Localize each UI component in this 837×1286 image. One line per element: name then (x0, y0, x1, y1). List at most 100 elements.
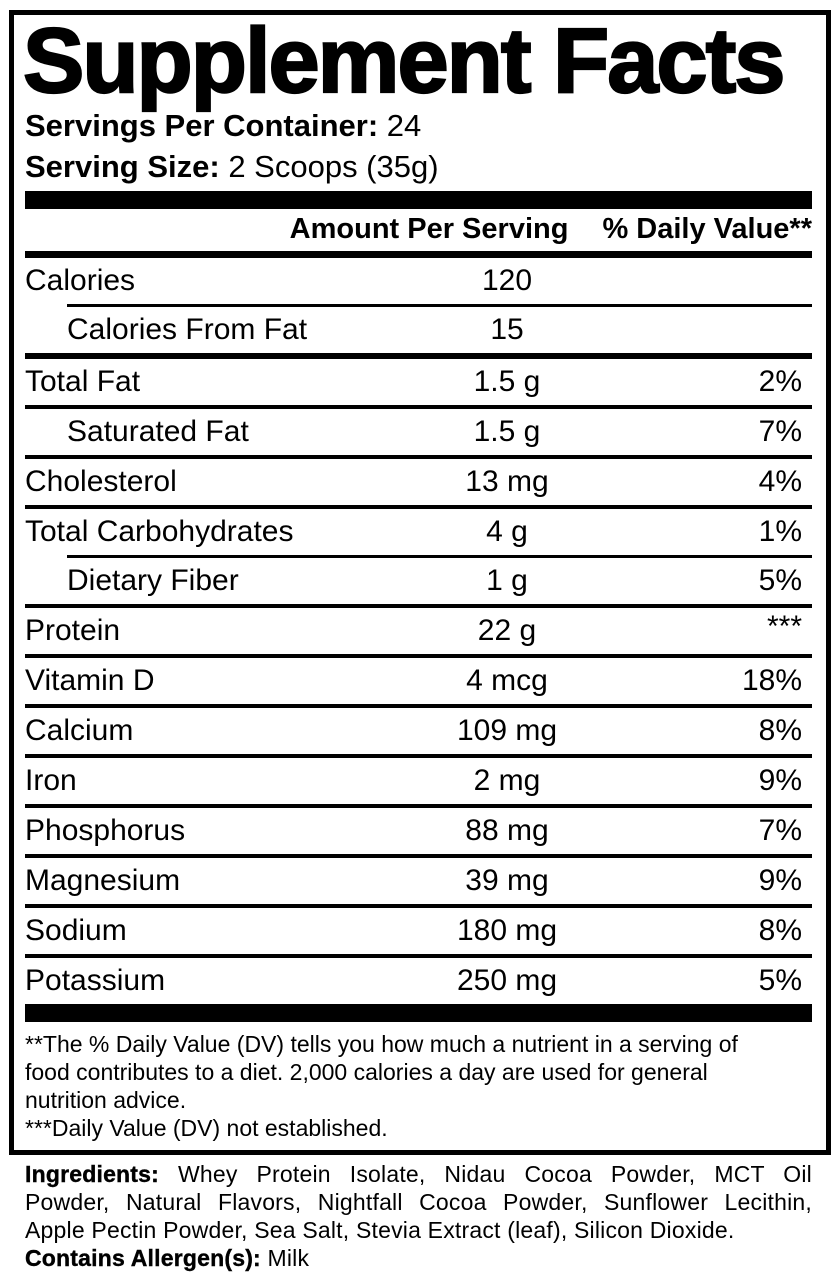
nutrient-amount: 15 (490, 312, 524, 346)
nutrient-name: Calories From Fat (67, 312, 308, 346)
servings-per-container-value: 24 (386, 107, 422, 143)
table-row-vitamin-d: Vitamin D 4 mcg 18% (25, 658, 812, 704)
nutrient-name: Total Carbohydrates (25, 514, 294, 548)
table-row-cholesterol: Cholesterol 13 mg 4% (25, 459, 812, 505)
table-row-saturated-fat: Saturated Fat 1.5 g 7% (25, 409, 812, 455)
nutrient-amount: 88 mg (465, 813, 549, 847)
nutrient-dv: 18% (741, 663, 802, 697)
nutrient-name: Calcium (25, 713, 134, 747)
nutrient-dv: 9% (758, 863, 802, 897)
nutrient-dv: 8% (758, 913, 802, 947)
table-row-total-fat: Total Fat 1.5 g 2% (25, 359, 812, 405)
supplement-facts-panel: Supplement Facts Servings Per Container:… (9, 10, 831, 1155)
nutrient-amount: 22 g (477, 613, 537, 647)
nutrient-name: Vitamin D (25, 663, 155, 697)
nutrient-name: Iron (25, 763, 77, 797)
nutrient-dv: 4% (758, 464, 802, 498)
table-row-calories-from-fat: Calories From Fat 15 (25, 307, 812, 353)
ingredients-line: Powder, Natural Flavors, Nightfall Cocoa… (25, 1188, 812, 1215)
separator (25, 603, 812, 608)
separator (25, 853, 812, 858)
ingredients-line: Apple Pectin Powder, Sea Salt, Stevia Ex… (25, 1216, 735, 1243)
table-row-phosphorus: Phosphorus 88 mg 7% (25, 808, 812, 854)
table-row-magnesium: Magnesium 39 mg 9% (25, 858, 812, 904)
nutrient-name: Saturated Fat (67, 414, 249, 448)
nutrient-amount: 1.5 g (473, 414, 541, 448)
separator (25, 903, 812, 908)
nutrient-dv: 7% (758, 414, 802, 448)
footnote-line: nutrition advice. (25, 1086, 187, 1113)
nutrient-amount: 250 mg (456, 963, 558, 997)
separator (67, 303, 812, 307)
table-row-sodium: Sodium 180 mg 8% (25, 908, 812, 954)
divider-bar-bottom (25, 1003, 812, 1022)
panel-title: Supplement Facts (22, 10, 787, 112)
nutrient-amount: 109 mg (456, 713, 558, 747)
nutrient-name: Magnesium (25, 863, 181, 897)
nutrient-dv: 5% (758, 563, 802, 597)
table-row-dietary-fiber: Dietary Fiber 1 g 5% (25, 558, 812, 604)
nutrient-dv: 9% (758, 763, 802, 797)
table-row-potassium: Potassium 250 mg 5% (25, 958, 812, 1004)
nutrient-name: Potassium (25, 963, 166, 997)
separator (25, 250, 812, 258)
footnote-line: ***Daily Value (DV) not established. (25, 1114, 388, 1141)
nutrient-name: Dietary Fiber (67, 563, 239, 597)
divider-bar-top (25, 190, 812, 209)
nutrient-name: Calories (25, 263, 136, 297)
table-row-protein: Protein 22 g *** (25, 608, 812, 654)
nutrient-amount: 13 mg (465, 464, 549, 498)
nutrient-amount: 4 g (486, 514, 528, 548)
separator (25, 953, 812, 958)
ingredients-section: Ingredients: Whey Protein Isolate, Nidau… (25, 1160, 812, 1272)
nutrient-amount: 39 mg (465, 863, 549, 897)
nutrient-amount: 120 (481, 263, 533, 297)
nutrient-name: Protein (25, 613, 121, 647)
nutrient-amount: 1.5 g (473, 364, 541, 398)
nutrient-dv: *** (766, 609, 802, 643)
separator (25, 352, 812, 359)
separator (25, 703, 812, 708)
separator (25, 504, 812, 509)
servings-per-container-label: Servings Per Container: (25, 107, 379, 143)
ingredients-label: Ingredients: (25, 1160, 160, 1187)
nutrient-amount: 2 mg (473, 763, 541, 797)
serving-size-label: Serving Size: (25, 148, 220, 184)
nutrient-dv: 8% (758, 713, 802, 747)
ingredients-line: Ingredients: Whey Protein Isolate, Nidau… (25, 1160, 812, 1188)
table-row-calories: Calories 120 (25, 258, 812, 304)
allergen-statement: Contains Allergen(s): Milk (25, 1244, 812, 1272)
ingredients-text: Whey Protein Isolate, Nidau Cocoa Powder… (177, 1160, 812, 1187)
daily-value-header: % Daily Value** (602, 213, 812, 246)
footnote-line: food contributes to a diet. 2,000 calori… (25, 1058, 708, 1085)
nutrient-name: Total Fat (25, 364, 141, 398)
separator (25, 653, 812, 658)
separator (67, 554, 812, 558)
amount-per-serving-header: Amount Per Serving (289, 213, 569, 246)
nutrient-name: Phosphorus (25, 813, 186, 847)
nutrient-dv: 1% (758, 514, 802, 548)
table-row-iron: Iron 2 mg 9% (25, 758, 812, 804)
nutrient-amount: 4 mcg (466, 663, 548, 697)
separator (25, 753, 812, 758)
nutrient-dv: 5% (758, 963, 802, 997)
nutrient-name: Cholesterol (25, 464, 177, 498)
nutrient-name: Sodium (25, 913, 127, 947)
serving-size: Serving Size: 2 Scoops (35g) (25, 148, 812, 186)
nutrient-dv: 2% (758, 364, 802, 398)
table-row-total-carbohydrates: Total Carbohydrates 4 g 1% (25, 509, 812, 555)
table-row-calcium: Calcium 109 mg 8% (25, 708, 812, 754)
footnote-line: **The % Daily Value (DV) tells you how m… (25, 1030, 738, 1057)
separator (25, 803, 812, 808)
separator (25, 404, 812, 409)
nutrient-amount: 1 g (486, 563, 528, 597)
table-header-row: Amount Per Serving % Daily Value** (25, 209, 812, 251)
allergen-value: Milk (267, 1244, 310, 1271)
serving-size-value: 2 Scoops (35g) (228, 148, 439, 184)
nutrient-amount: 180 mg (456, 913, 558, 947)
nutrient-dv: 7% (758, 813, 802, 847)
servings-per-container: Servings Per Container: 24 (25, 107, 812, 145)
separator (25, 454, 812, 459)
footnote: **The % Daily Value (DV) tells you how m… (25, 1022, 812, 1150)
allergen-label: Contains Allergen(s): (25, 1244, 261, 1271)
